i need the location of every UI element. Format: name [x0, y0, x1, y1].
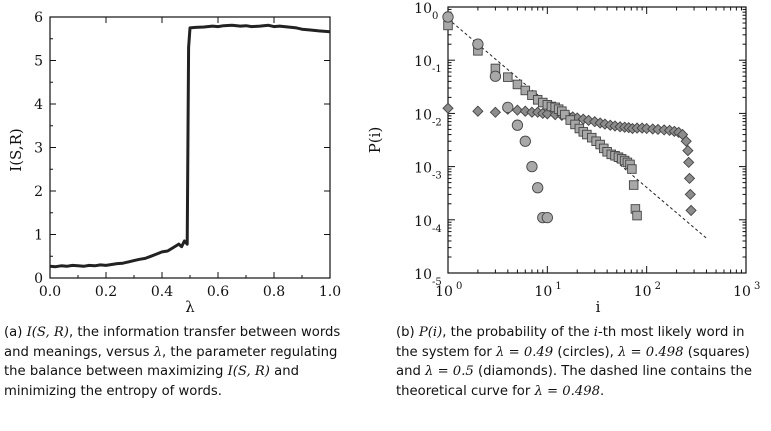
y-tick-exponent: 0 — [432, 11, 438, 22]
data-point-circle — [519, 135, 531, 147]
x-tick-label: 0.8 — [263, 284, 285, 300]
y-tick-label: 10 — [414, 267, 432, 283]
data-point-diamond — [682, 144, 694, 157]
data-point-square — [628, 180, 639, 190]
y-tick-exponent: -1 — [432, 64, 442, 75]
caption-text: (diamonds). The dashed line contains the… — [396, 364, 753, 399]
data-point-diamond — [489, 106, 502, 118]
x-tick-exponent: 1 — [555, 281, 561, 292]
y-tick-exponent: -2 — [432, 117, 442, 128]
y-tick-label: 10 — [414, 107, 432, 123]
caption-math: λ = 0.498 — [534, 383, 600, 399]
caption-text: -th most likely word in the system for — [396, 325, 745, 360]
caption-math: λ = 0.498 — [618, 344, 684, 360]
data-point-square — [632, 210, 642, 221]
caption-math: λ = 0.5 — [425, 364, 474, 380]
y-tick-exponent: -3 — [432, 171, 442, 182]
x-axis-label: i — [596, 298, 601, 316]
caption-math: I(S, R) — [227, 364, 270, 380]
y-tick-label: 2 — [34, 184, 43, 200]
caption-text: . — [600, 383, 605, 399]
data-point-circle — [489, 70, 502, 82]
data-point-circle — [511, 119, 524, 131]
y-tick-exponent: -5 — [432, 277, 442, 288]
x-tick-exponent: 3 — [754, 281, 760, 292]
x-tick-label: 0.0 — [39, 284, 61, 300]
data-point-diamond — [442, 102, 454, 114]
y-axis-label: P(i) — [366, 127, 384, 154]
data-point-diamond — [683, 156, 695, 169]
data-point-circle — [541, 211, 553, 224]
caption-text: and minimizing the entropy of words. — [4, 364, 299, 399]
caption-text: , the probability of the — [442, 325, 594, 340]
x-tick-label: 0.2 — [95, 284, 117, 300]
y-tick-exponent: -4 — [432, 224, 442, 235]
chart-information-transfer: 0.0 0.2 0.4 0.6 0.8 1.0 0 1 2 3 4 5 6 I(S,R) λ — [7, 10, 341, 316]
data-point-circle — [526, 160, 538, 173]
caption-math: λ = 0.49 — [496, 344, 554, 360]
caption-math: I(S, R) — [26, 325, 69, 340]
caption-text: (circles), — [553, 344, 618, 360]
y-tick-label: 5 — [34, 54, 43, 70]
caption-b: (b) P(i), the probability of the i-th mo… — [396, 323, 760, 401]
y-tick-label: 10 — [414, 1, 432, 17]
y-axis-label: I(S,R) — [7, 128, 25, 171]
caption-math: λ — [153, 344, 163, 360]
data-point-square — [627, 164, 637, 174]
y-tick-label: 10 — [414, 54, 432, 70]
plot-frame — [447, 6, 747, 274]
data-point-circle — [472, 38, 484, 50]
x-axis-label: λ — [185, 298, 195, 316]
data-point-diamond — [472, 105, 484, 117]
data-point-diamond — [680, 135, 692, 147]
data-point-circle — [442, 11, 454, 23]
caption-text: , the parameter regulating the balance b… — [4, 344, 338, 380]
x-tick-label: 10 — [435, 284, 453, 300]
y-tick-label: 0 — [34, 271, 43, 287]
data-point-square — [512, 79, 523, 90]
series-line — [49, 23, 331, 269]
x-tick-label: 10 — [733, 284, 751, 300]
data-point-circle — [532, 182, 544, 194]
data-point-diamond — [685, 204, 697, 217]
caption-math: P(i) — [418, 325, 443, 340]
data-point-square — [503, 72, 513, 82]
theoretical-dashed-line — [447, 18, 707, 239]
y-tick-label: 10 — [414, 161, 432, 177]
data-point-diamond — [684, 188, 696, 201]
x-tick-exponent: 0 — [456, 281, 462, 292]
caption-text: (squares) and — [396, 344, 750, 380]
caption-math: i — [593, 325, 598, 340]
y-tick-label: 3 — [34, 141, 43, 157]
caption-text: , the information transfer between words… — [4, 325, 341, 360]
data-point-circle — [502, 101, 514, 113]
y-tick-label: 10 — [414, 214, 432, 230]
data-point-diamond — [541, 108, 553, 120]
y-tick-label: 4 — [34, 97, 43, 113]
caption-label: (b) — [396, 325, 415, 340]
x-tick-label: 0.6 — [207, 284, 229, 300]
x-tick-label: 1.0 — [319, 284, 341, 300]
y-tick-label: 1 — [34, 228, 43, 244]
x-tick-label: 10 — [634, 284, 652, 300]
chart-word-probability: 10 0 10 1 10 2 10 310 -510 -410 -310 -210 -110 0 P(i)… — [366, 1, 760, 316]
data-point-diamond — [683, 172, 696, 185]
caption-label: (a) — [4, 325, 23, 340]
data-point-square — [560, 109, 570, 120]
x-tick-exponent: 2 — [655, 281, 661, 292]
caption-a: (a) I(S, R), the information transfer be… — [4, 323, 350, 401]
data-point-diamond — [511, 104, 524, 116]
x-tick-label: 10 — [534, 284, 552, 300]
y-tick-label: 6 — [34, 10, 43, 26]
x-tick-label: 0.4 — [151, 284, 173, 300]
